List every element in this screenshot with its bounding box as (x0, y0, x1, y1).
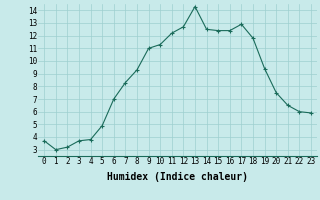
X-axis label: Humidex (Indice chaleur): Humidex (Indice chaleur) (107, 172, 248, 182)
